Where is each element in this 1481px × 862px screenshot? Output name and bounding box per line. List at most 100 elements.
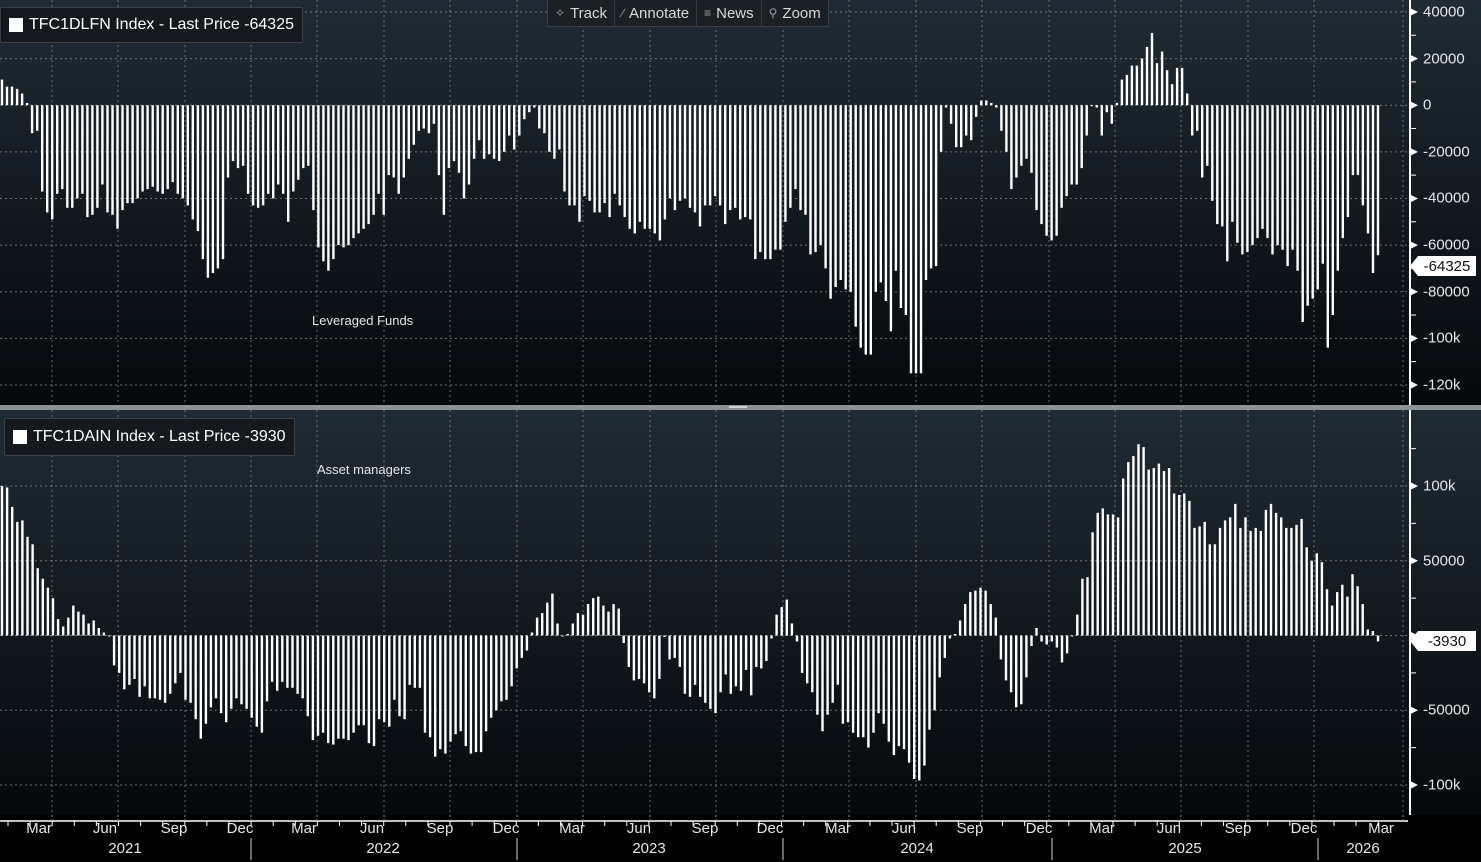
bar bbox=[118, 635, 121, 673]
bar bbox=[938, 635, 941, 678]
bar bbox=[41, 578, 44, 636]
bar bbox=[1070, 105, 1073, 185]
bar bbox=[0, 486, 4, 636]
bar bbox=[1301, 105, 1304, 322]
bar bbox=[459, 635, 462, 732]
bar bbox=[648, 635, 651, 693]
annotate-button[interactable]: ∕ Annotate bbox=[615, 0, 698, 26]
bar bbox=[1040, 105, 1043, 225]
bar bbox=[1030, 635, 1033, 646]
bar bbox=[219, 635, 223, 714]
bar bbox=[744, 105, 747, 218]
bar bbox=[533, 105, 536, 108]
bar bbox=[515, 635, 518, 669]
bar bbox=[765, 635, 768, 661]
bar bbox=[943, 635, 946, 658]
bar bbox=[216, 105, 220, 269]
bar bbox=[141, 105, 144, 192]
bar bbox=[347, 635, 350, 741]
bar bbox=[558, 105, 561, 150]
divider-grip-handle[interactable] bbox=[729, 406, 747, 408]
bar bbox=[287, 105, 290, 222]
zoom-button[interactable]: ⚲ Zoom bbox=[762, 0, 828, 26]
bar bbox=[948, 635, 952, 639]
bar bbox=[784, 105, 787, 222]
bar bbox=[206, 105, 210, 278]
bar bbox=[428, 635, 432, 738]
bar bbox=[255, 635, 258, 727]
bar bbox=[907, 635, 911, 763]
bar bbox=[989, 604, 992, 636]
bar bbox=[980, 100, 983, 106]
bar bbox=[434, 635, 437, 757]
bar bbox=[588, 105, 591, 201]
track-button[interactable]: ✧ Track bbox=[548, 0, 616, 26]
bar bbox=[442, 105, 446, 215]
bar bbox=[112, 635, 116, 666]
bar bbox=[1331, 105, 1334, 315]
bar bbox=[71, 105, 74, 208]
bar bbox=[5, 487, 9, 636]
y-tick-label: -40000 bbox=[1423, 189, 1470, 207]
bar bbox=[1050, 105, 1053, 241]
bar bbox=[1140, 58, 1144, 106]
bar bbox=[923, 635, 926, 766]
bar bbox=[412, 105, 415, 145]
bar bbox=[136, 105, 139, 199]
bar bbox=[166, 105, 169, 190]
bar bbox=[362, 635, 365, 726]
y-tick-label: 50000 bbox=[1423, 552, 1465, 570]
x-month-label: Dec bbox=[226, 820, 254, 837]
bar bbox=[785, 599, 788, 636]
track-label: Track bbox=[570, 4, 608, 22]
x-month-label: Dec bbox=[1290, 820, 1318, 837]
bar bbox=[1137, 444, 1140, 636]
bar bbox=[161, 105, 164, 194]
x-month-label: Sep bbox=[691, 820, 719, 837]
x-axis bbox=[0, 815, 1481, 862]
bar bbox=[849, 105, 852, 292]
bar bbox=[487, 105, 491, 155]
annotation-leveraged-funds: Leveraged Funds bbox=[312, 313, 414, 328]
bar bbox=[56, 619, 60, 636]
bar bbox=[581, 614, 585, 636]
bar bbox=[146, 105, 149, 190]
news-button[interactable]: ≡ News bbox=[697, 0, 762, 26]
bar bbox=[1178, 495, 1181, 636]
bar bbox=[1341, 105, 1344, 239]
bar bbox=[1009, 635, 1013, 693]
bar bbox=[1300, 518, 1303, 636]
bar bbox=[1145, 46, 1149, 106]
bar bbox=[1135, 65, 1139, 106]
bar bbox=[225, 635, 228, 723]
bar bbox=[568, 105, 571, 206]
bar bbox=[1336, 592, 1339, 636]
bar bbox=[979, 587, 982, 636]
legend-label: TFC1DLFN Index - Last Price -64325 bbox=[29, 16, 294, 33]
bar bbox=[939, 105, 943, 152]
bar bbox=[919, 105, 923, 374]
bar bbox=[1286, 105, 1289, 267]
bar bbox=[543, 105, 546, 134]
bar bbox=[417, 105, 420, 131]
bar bbox=[107, 635, 111, 637]
bar bbox=[403, 635, 406, 720]
y-tick-label: 0 bbox=[1423, 96, 1432, 114]
x-month-label: Sep bbox=[426, 820, 454, 837]
legend-label: TFC1DAIN Index - Last Price -3930 bbox=[33, 428, 286, 445]
bar bbox=[337, 105, 340, 246]
bar bbox=[953, 634, 957, 636]
bar bbox=[928, 635, 931, 730]
bar bbox=[143, 635, 146, 687]
bar bbox=[816, 635, 819, 715]
bar bbox=[1366, 629, 1369, 636]
bar bbox=[699, 635, 702, 697]
x-year-label: 2025 bbox=[1168, 840, 1202, 857]
bar bbox=[36, 568, 39, 636]
bar bbox=[1356, 105, 1360, 176]
bar bbox=[1316, 105, 1319, 290]
bar bbox=[1160, 51, 1164, 106]
legend-top[interactable]: TFC1DLFN Index - Last Price -64325 bbox=[0, 7, 303, 43]
legend-bottom[interactable]: TFC1DAIN Index - Last Price -3930 bbox=[4, 418, 295, 456]
